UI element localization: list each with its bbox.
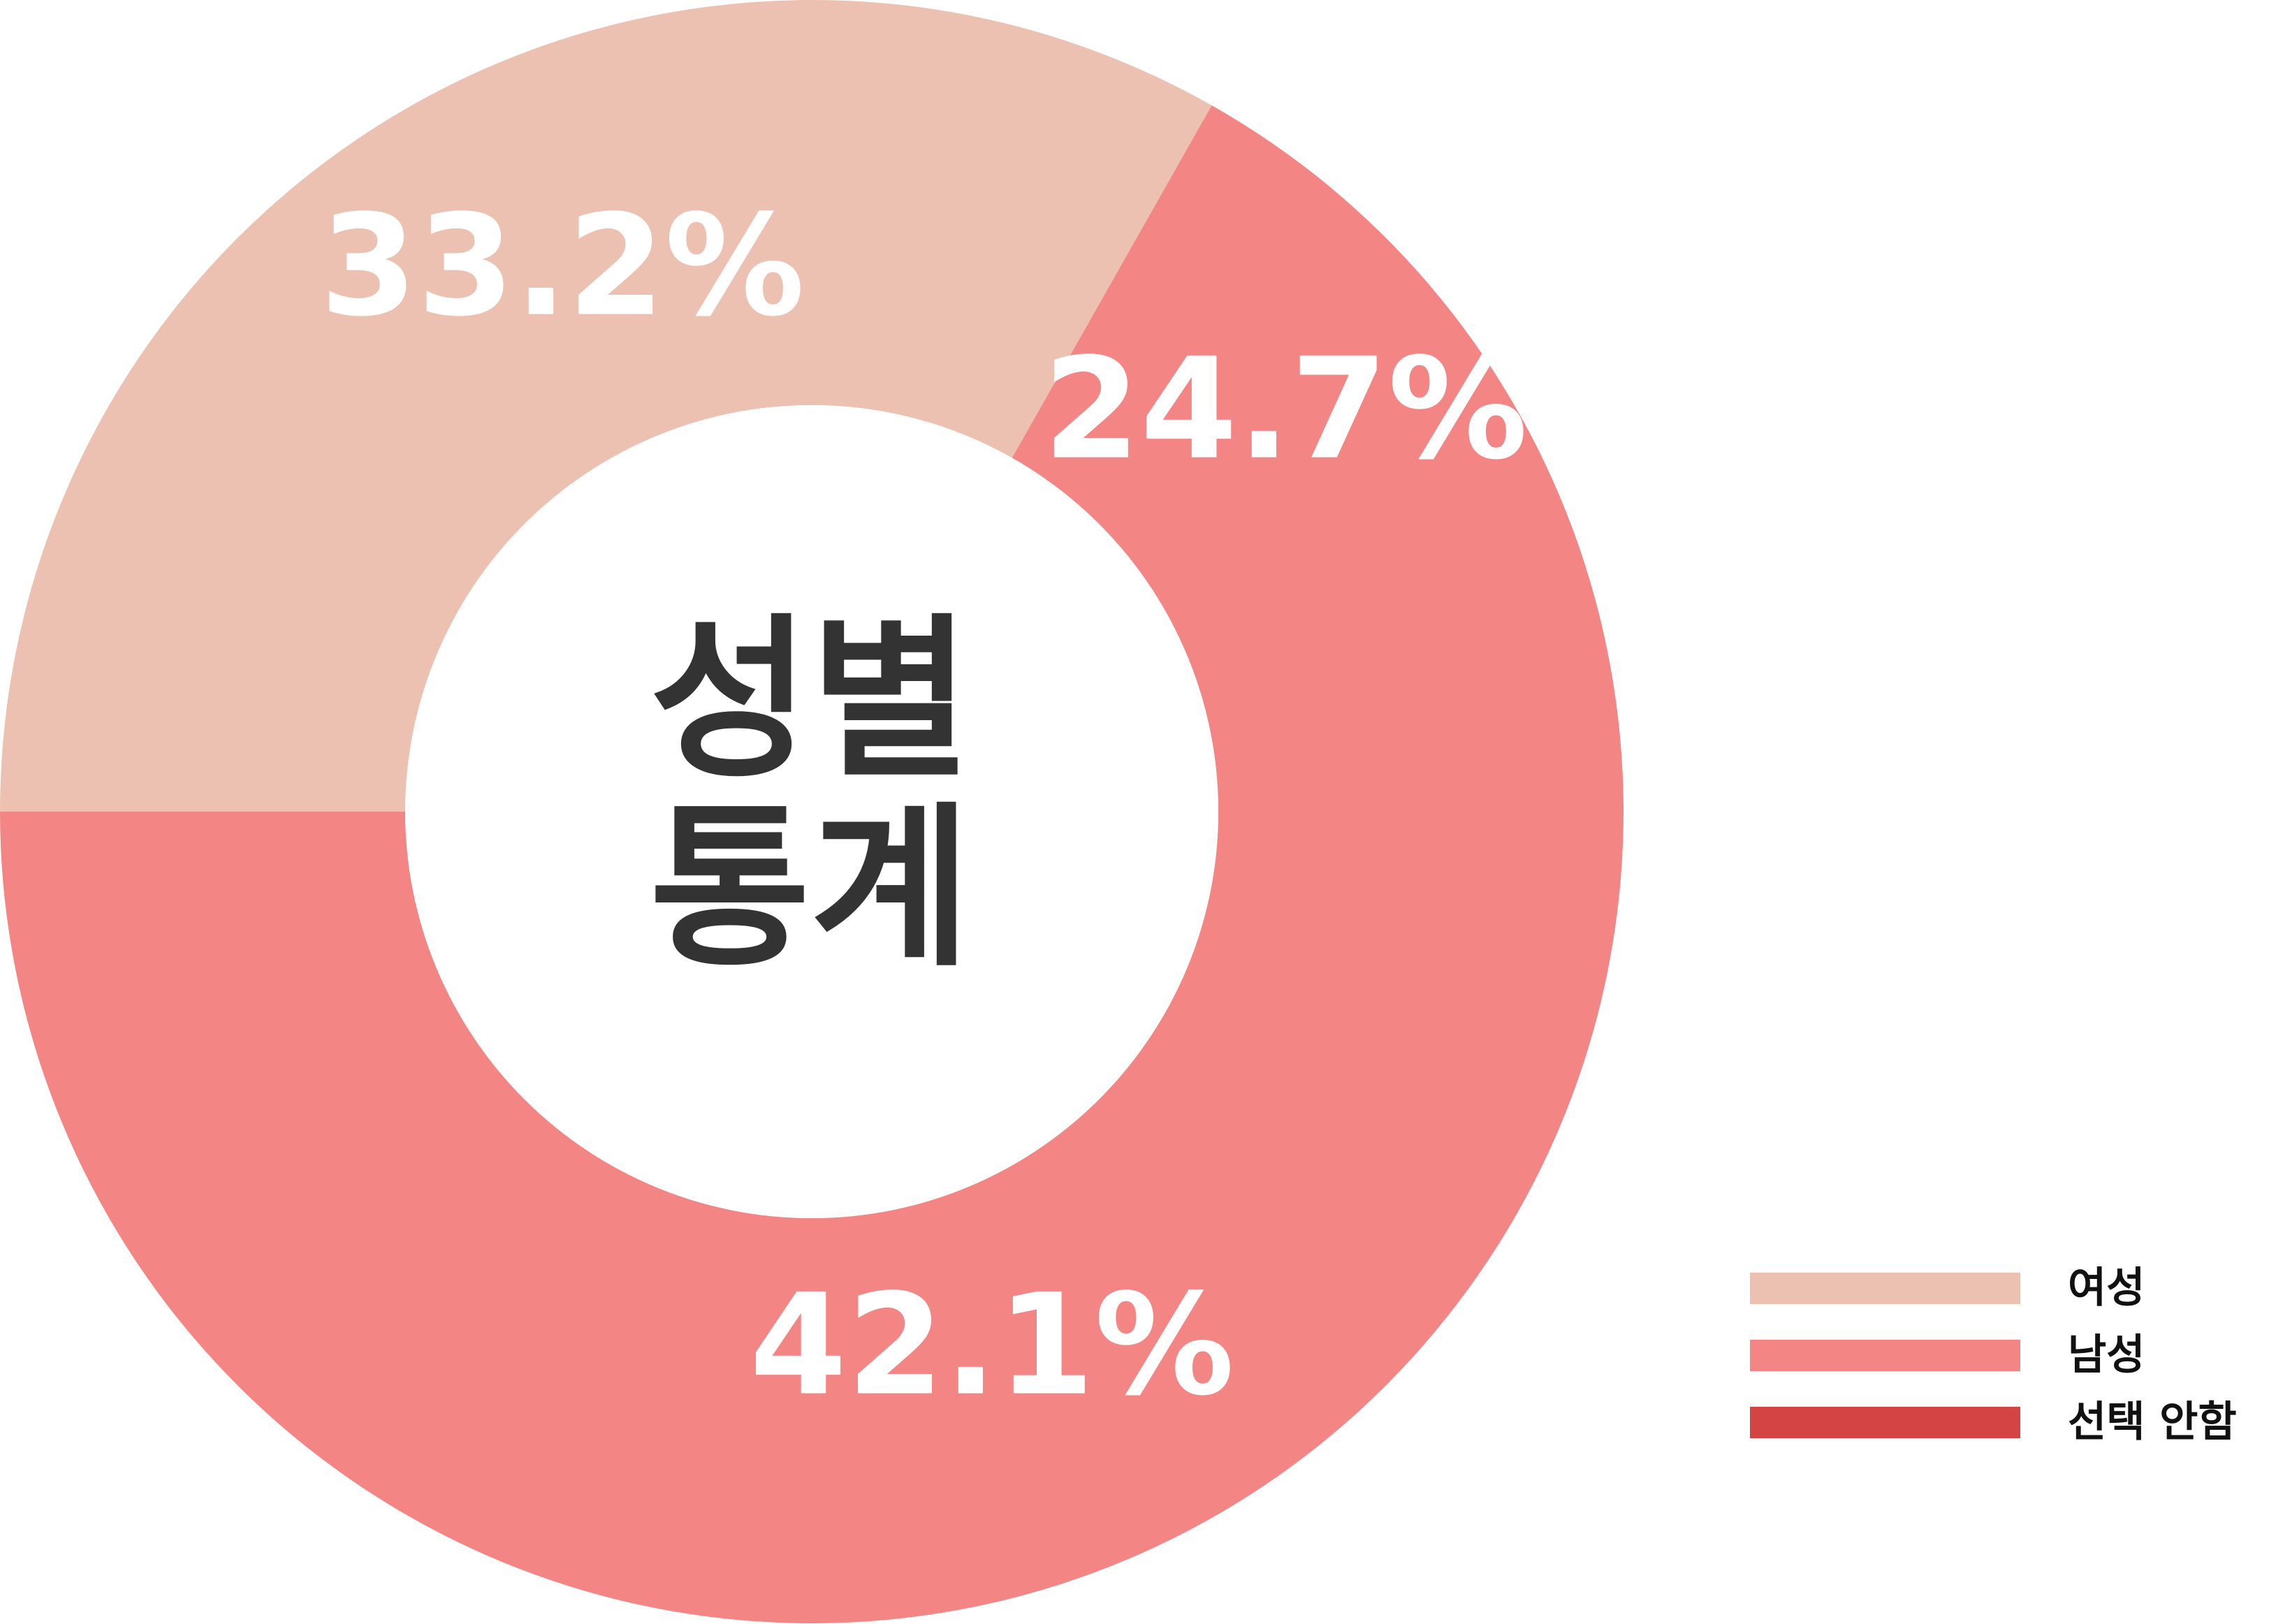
- legend-label-no-selection: 선택 안함: [2068, 1398, 2237, 1447]
- center-title: 성별 통계: [650, 598, 971, 990]
- center-title-line-1: 성별: [650, 598, 971, 801]
- center-title-line-2: 통계: [650, 787, 971, 990]
- legend-swatch-male: [1750, 1340, 2020, 1371]
- data-label-male-lower: 42.1%: [750, 1264, 1234, 1427]
- data-labels: 33.2% 24.7% 42.1%: [320, 185, 1528, 1427]
- data-label-female: 33.2%: [320, 185, 805, 348]
- donut-slices: [0, 0, 1624, 1624]
- data-label-male-upper: 24.7%: [1043, 328, 1528, 491]
- legend-label-female: 여성: [2068, 1264, 2145, 1312]
- donut-slice-2: [0, 105, 1624, 1624]
- legend-swatch-no-selection: [1750, 1407, 2020, 1438]
- donut-slice-1: [0, 0, 1212, 812]
- donut-hole: [405, 405, 1218, 1218]
- legend-swatch-female: [1750, 1273, 2020, 1304]
- legend-label-male: 남성: [2068, 1331, 2145, 1380]
